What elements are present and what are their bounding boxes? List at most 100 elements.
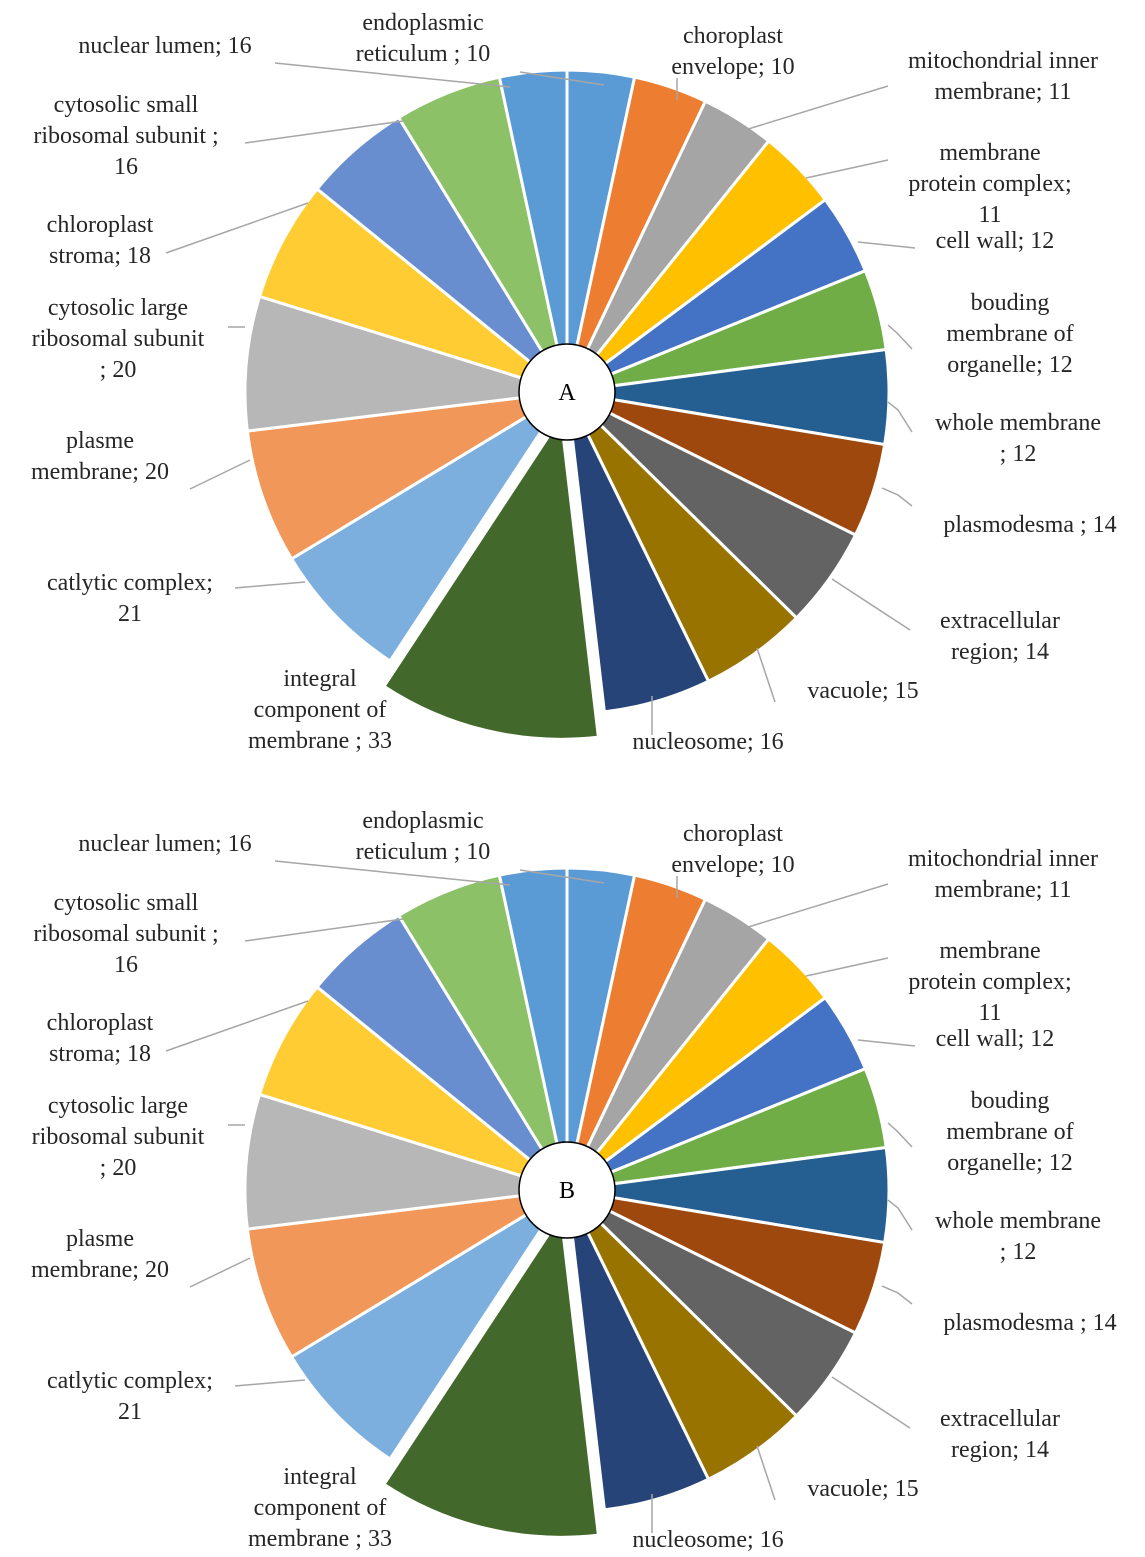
slice-label-line: envelope; 10 — [671, 852, 794, 878]
slice-label: cytosolic small ribosomal subunit ; 16 — [33, 92, 218, 180]
slice-label: nucleosome; 16 — [632, 729, 783, 755]
slice-label-line: cytosolic large — [48, 295, 188, 321]
leader-line — [888, 325, 912, 349]
leader-line — [858, 242, 915, 248]
slice-label-line: 21 — [118, 1399, 142, 1425]
slice-label-line: membrane — [939, 140, 1040, 166]
slice-label-line: cell wall; 12 — [936, 228, 1055, 254]
slice-label-line: membrane; 20 — [31, 1257, 169, 1283]
pie-chart-A: Anuclear lumen; 16endoplasmic reticulum ;… — [31, 10, 1117, 755]
slice-label: mitochondrial inner membrane; 11 — [908, 48, 1098, 105]
leader-line — [757, 648, 775, 702]
slice-label: choroplast envelope; 10 — [671, 821, 794, 878]
slice-label-line: extracellular — [940, 1406, 1060, 1432]
slice-label-line: membrane; 11 — [934, 877, 1071, 903]
slice-label-line: bouding — [971, 290, 1050, 316]
slice-label: plasmodesma ; 14 — [943, 512, 1116, 538]
slice-label: cell wall; 12 — [936, 228, 1055, 254]
slice-label-line: choroplast — [683, 23, 783, 49]
slice-label-line: vacuole; 15 — [807, 678, 918, 704]
slice-label-line: membrane; 11 — [934, 79, 1071, 105]
slice-label: chloroplast stroma; 18 — [47, 212, 154, 269]
slice-label-line: 16 — [114, 154, 138, 180]
slice-label-line: integral — [283, 666, 357, 692]
leader-line — [190, 1258, 250, 1287]
slice-label-line: reticulum ; 10 — [356, 41, 491, 67]
slice-label: catlytic complex; 21 — [47, 570, 213, 627]
slice-label: vacuole; 15 — [807, 1476, 918, 1502]
slice-label-line: organelle; 12 — [947, 1150, 1073, 1176]
slice-label: choroplast envelope; 10 — [671, 23, 794, 80]
slice-label-line: endoplasmic — [362, 808, 483, 834]
center-label: B — [559, 1178, 575, 1204]
slice-label-line: region; 14 — [951, 1437, 1049, 1463]
slice-label-line: choroplast — [683, 821, 783, 847]
leader-line — [832, 579, 910, 630]
leader-line — [888, 1123, 912, 1147]
slice-label: cytosolic large ribosomal subunit ; 20 — [32, 295, 205, 383]
leader-line — [888, 1200, 912, 1230]
leader-line — [235, 1380, 305, 1386]
leader-line — [190, 460, 250, 489]
slice-label-line: reticulum ; 10 — [356, 839, 491, 865]
slice-label-line: membrane ; 33 — [248, 1526, 392, 1552]
slice-label-line: ribosomal subunit — [32, 326, 205, 352]
slice-label-line: plasme — [66, 428, 134, 454]
slice-label: whole membrane ; 12 — [935, 1208, 1101, 1265]
slice-label-line: protein complex; — [908, 171, 1071, 197]
slice-label-line: cell wall; 12 — [936, 1026, 1055, 1052]
slice-label-line: endoplasmic — [362, 10, 483, 36]
leader-line — [745, 884, 888, 928]
slice-label-line: membrane — [939, 938, 1040, 964]
slice-label: endoplasmic reticulum ; 10 — [356, 10, 491, 67]
slice-label: plasmodesma ; 14 — [943, 1310, 1116, 1336]
slice-label-line: membrane; 20 — [31, 459, 169, 485]
slice-label-line: ribosomal subunit — [32, 1124, 205, 1150]
slice-label: membrane protein complex; 11 — [908, 938, 1071, 1026]
slice-label-line: extracellular — [940, 608, 1060, 634]
slice-label-line: 21 — [118, 601, 142, 627]
slice-label-line: plasme — [66, 1226, 134, 1252]
slice-label: nuclear lumen; 16 — [78, 33, 251, 59]
leader-line — [806, 958, 888, 976]
slice-label-line: integral — [283, 1464, 357, 1490]
slice-label-line: membrane of — [946, 321, 1073, 347]
leader-line — [806, 160, 888, 178]
slice-label-line: ; 20 — [100, 1155, 137, 1181]
slice-label-line: nuclear lumen; 16 — [78, 831, 251, 857]
slice-label: bouding membrane of organelle; 12 — [946, 290, 1073, 378]
slice-label: cell wall; 12 — [936, 1026, 1055, 1052]
slice-label-line: cytosolic small — [54, 92, 199, 118]
slice-label: catlytic complex; 21 — [47, 1368, 213, 1425]
slice-label-line: ; 12 — [1000, 441, 1037, 467]
slice-label-line: nucleosome; 16 — [632, 729, 783, 755]
slice-label-line: stroma; 18 — [49, 243, 151, 269]
slice-label-line: ; 20 — [100, 357, 137, 383]
slice-label-line: ribosomal subunit ; — [33, 921, 218, 947]
slice-label-line: catlytic complex; — [47, 1368, 213, 1394]
slice-label: integral component of membrane ; 33 — [248, 666, 392, 754]
leader-line — [832, 1377, 910, 1428]
slice-label-line: plasmodesma ; 14 — [943, 1310, 1116, 1336]
leader-line — [882, 488, 912, 506]
slice-label-line: ribosomal subunit ; — [33, 123, 218, 149]
slice-label: extracellular region; 14 — [940, 608, 1060, 665]
slice-label-line: bouding — [971, 1088, 1050, 1114]
leader-line — [235, 582, 305, 588]
slice-label: plasme membrane; 20 — [31, 1226, 169, 1283]
slice-label-line: 11 — [978, 202, 1001, 228]
slice-label: membrane protein complex; 11 — [908, 140, 1071, 228]
leader-line — [882, 1286, 912, 1304]
leader-line — [888, 402, 912, 432]
slice-label-line: nuclear lumen; 16 — [78, 33, 251, 59]
slice-label-line: mitochondrial inner — [908, 48, 1098, 74]
slice-label-line: cytosolic small — [54, 890, 199, 916]
slice-label-line: whole membrane — [935, 1208, 1101, 1234]
slice-label-line: organelle; 12 — [947, 352, 1073, 378]
slice-label-line: stroma; 18 — [49, 1041, 151, 1067]
slice-label: integral component of membrane ; 33 — [248, 1464, 392, 1552]
slice-label-line: plasmodesma ; 14 — [943, 512, 1116, 538]
